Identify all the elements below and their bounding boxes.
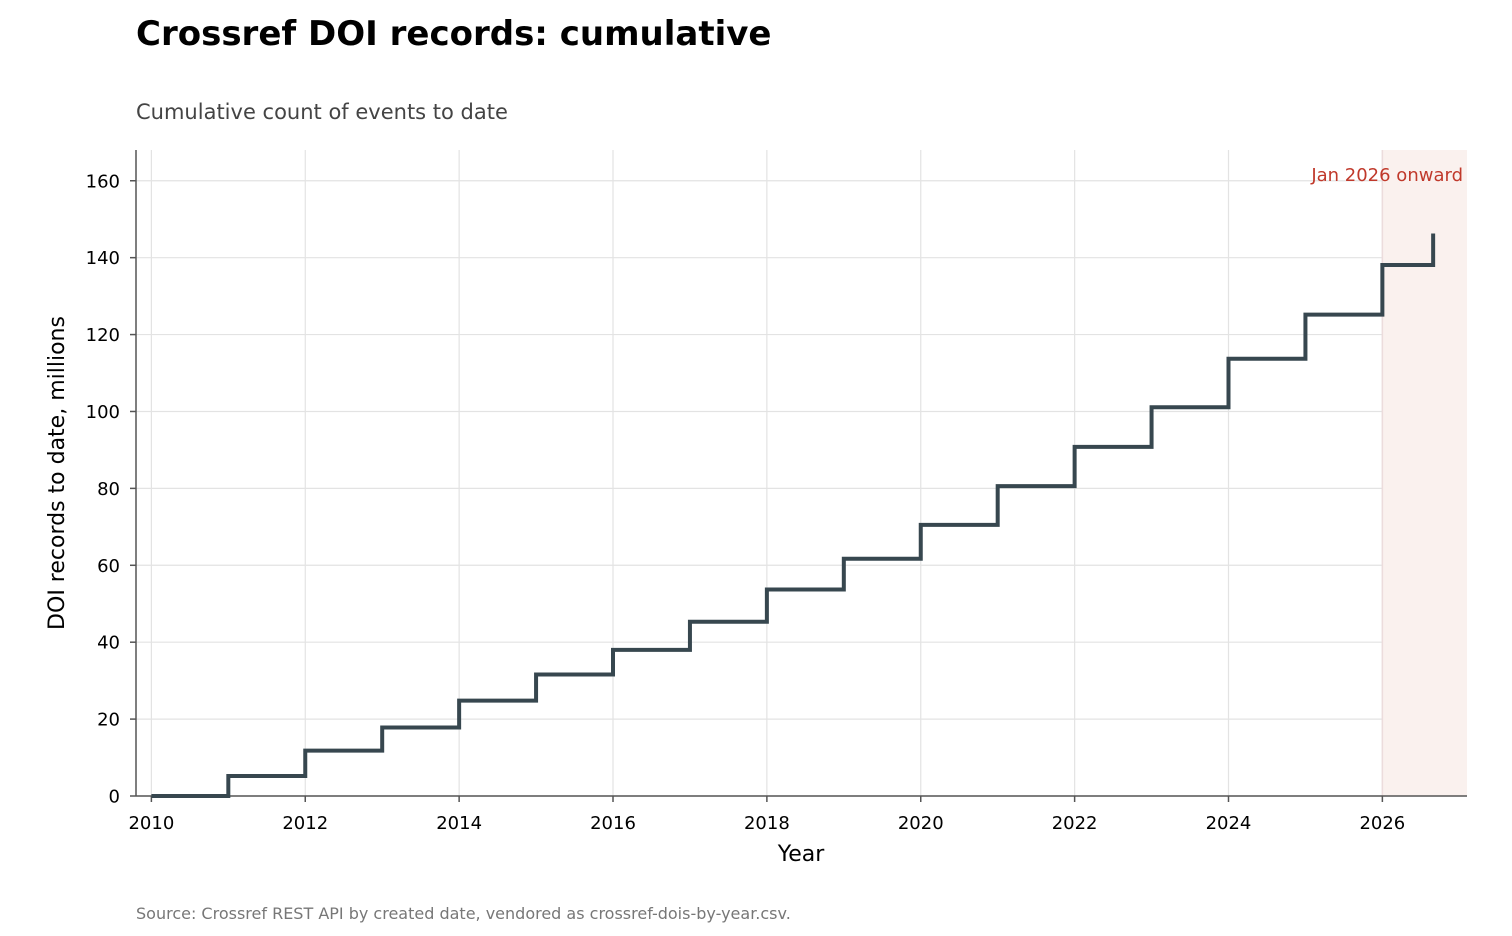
y-tick-label: 160 bbox=[86, 171, 120, 192]
y-tick-label: 60 bbox=[97, 556, 120, 577]
x-tick-label: 2016 bbox=[590, 813, 636, 834]
y-axis-label: DOI records to date, millions bbox=[45, 316, 70, 630]
x-tick-label: 2020 bbox=[898, 813, 944, 834]
y-tick-label: 0 bbox=[109, 787, 120, 808]
series-line-1 bbox=[151, 233, 1436, 798]
y-tick-label: 80 bbox=[97, 479, 120, 500]
gridlines bbox=[136, 150, 1467, 797]
shaded-region-label: Jan 2026 onward bbox=[1310, 165, 1463, 186]
y-tick-label: 100 bbox=[86, 402, 120, 423]
x-tick-label: 2022 bbox=[1052, 813, 1098, 834]
x-tick-label: 2012 bbox=[282, 813, 328, 834]
axes bbox=[130, 150, 1467, 802]
y-tick-label: 140 bbox=[86, 248, 120, 269]
y-tick-label: 40 bbox=[97, 633, 120, 654]
x-tick-label: 2026 bbox=[1359, 813, 1405, 834]
x-tick-label: 2014 bbox=[436, 813, 482, 834]
x-axis-label: Year bbox=[777, 842, 826, 867]
chart-subtitle: Cumulative count of events to date bbox=[136, 100, 508, 124]
tick-labels: 0 20 40 60 80 100 120 140 160 2010 2012 2014 2016 201… bbox=[86, 171, 1406, 834]
shaded-region-band bbox=[1382, 150, 1467, 796]
data-series bbox=[151, 233, 1436, 798]
y-tick-label: 20 bbox=[97, 710, 120, 731]
x-tick-label: 2010 bbox=[128, 813, 174, 834]
shaded-region bbox=[1381, 150, 1467, 796]
x-tick-label: 2024 bbox=[1206, 813, 1252, 834]
y-tick-label: 120 bbox=[86, 325, 120, 346]
source-note: Source: Crossref REST API by created dat… bbox=[136, 904, 791, 923]
x-tick-label: 2018 bbox=[744, 813, 790, 834]
chart-title: Crossref DOI records: cumulative bbox=[136, 14, 771, 54]
